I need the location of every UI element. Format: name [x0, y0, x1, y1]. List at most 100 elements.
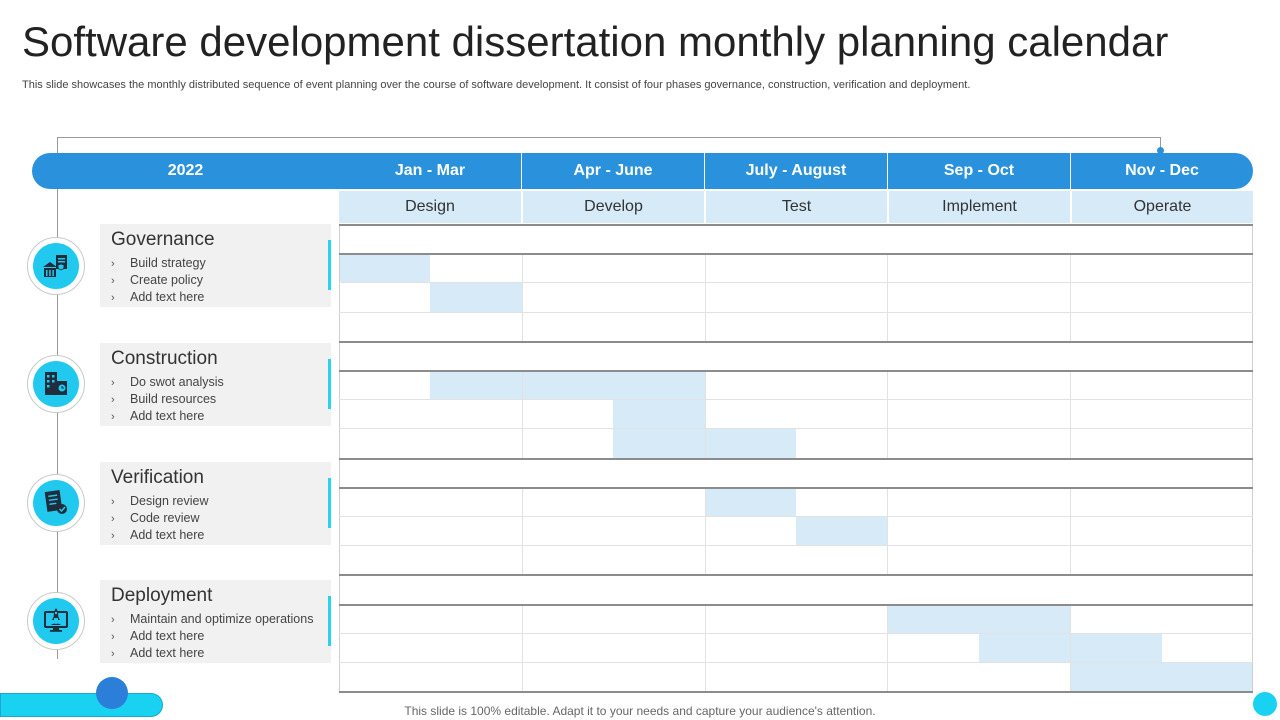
grid-line — [521, 370, 523, 458]
grid-line — [339, 370, 1253, 372]
header-period: Sep - Oct — [887, 153, 1070, 189]
stage-accent — [328, 478, 331, 528]
stage-item: › Build strategy — [111, 256, 206, 270]
schedule-bar — [796, 516, 888, 546]
checked-document-icon — [27, 474, 85, 532]
chevron-right-icon: › — [111, 614, 115, 626]
stage-item: › Code review — [111, 511, 200, 525]
grid-line — [521, 253, 523, 341]
header-period: Jan - Mar — [394, 162, 466, 179]
grid-line — [339, 545, 1253, 547]
stage-title: Deployment — [111, 585, 213, 606]
grid-line — [339, 603, 1253, 606]
schedule-bar — [430, 282, 522, 312]
stage-verification: Verification › Design review › Code review… — [100, 462, 331, 545]
phase-row: Design Develop Test Implement Operate — [339, 191, 1253, 223]
chevron-right-icon: › — [111, 275, 115, 287]
grid-line — [339, 282, 1253, 284]
chevron-right-icon: › — [111, 648, 115, 660]
stage-item: › Add text here — [111, 629, 205, 643]
stage-title: Construction — [111, 348, 218, 369]
header-period: Apr - June — [521, 153, 704, 189]
stage-item: › Design review — [111, 494, 209, 508]
stage-construction: Construction › Do swot analysis › Build re… — [100, 343, 331, 426]
chevron-right-icon: › — [111, 377, 115, 389]
page-title: Software development dissertation monthl… — [22, 18, 1169, 65]
grid-line — [339, 311, 1253, 313]
grid-line — [339, 457, 1253, 460]
chevron-right-icon: › — [111, 258, 115, 270]
decorative-bar — [0, 693, 163, 717]
phase-label: Operate — [1070, 191, 1253, 223]
stage-item: › Do swot analysis — [111, 375, 224, 389]
schedule-bar — [704, 486, 796, 516]
grid-line — [1070, 370, 1072, 458]
phase-label: Implement — [887, 191, 1070, 223]
stage-title: Governance — [111, 229, 215, 250]
grid-line — [704, 253, 706, 341]
page-subtitle: This slide showcases the monthly distrib… — [22, 79, 971, 91]
grid-line — [339, 574, 1253, 577]
grid-line — [887, 486, 889, 575]
stage-deployment: Deployment › Maintain and optimize operat… — [100, 580, 331, 663]
stage-accent — [328, 596, 331, 646]
grid-line — [339, 340, 1253, 343]
grid-line — [1070, 253, 1072, 341]
grid-line — [704, 486, 706, 575]
government-building-icon — [27, 237, 85, 295]
grid-line — [339, 516, 1253, 517]
decorative-dot — [1253, 692, 1277, 716]
chevron-right-icon: › — [111, 496, 115, 508]
rocket-monitor-icon — [27, 592, 85, 650]
stage-item: › Build resources — [111, 392, 217, 406]
grid-line — [339, 428, 1253, 430]
grid-line — [1070, 486, 1072, 575]
schedule-bar — [430, 370, 705, 400]
stage-item: › Create policy — [111, 273, 203, 287]
schedule-grid — [339, 224, 1253, 694]
footer-note: This slide is 100% editable. Adapt it to… — [404, 704, 876, 718]
phase-label: Develop — [521, 191, 704, 223]
schedule-bar — [613, 428, 796, 458]
connector-dot — [1157, 147, 1164, 154]
stage-item: › Add text here — [111, 409, 205, 423]
grid-line — [339, 662, 1253, 663]
schedule-bar — [887, 603, 1071, 633]
stage-item: › Maintain and optimize operations — [111, 612, 314, 626]
chevron-right-icon: › — [111, 530, 115, 542]
header-period: Nov - Dec — [1070, 153, 1253, 189]
stage-accent — [328, 240, 331, 290]
schedule-bar — [613, 399, 705, 429]
connector-line-top — [57, 137, 1161, 138]
grid-line — [1070, 603, 1072, 692]
stage-accent — [328, 359, 331, 409]
office-buildings-icon — [27, 355, 85, 413]
grid-line — [521, 486, 523, 575]
phase-label: Test — [704, 191, 887, 223]
schedule-bar — [339, 253, 431, 283]
chevron-right-icon: › — [111, 292, 115, 304]
stage-item: › Add text here — [111, 528, 205, 542]
header-period: July - August — [704, 153, 887, 189]
stage-title: Verification — [111, 467, 204, 488]
grid-line — [704, 370, 706, 458]
chevron-right-icon: › — [111, 411, 115, 423]
chevron-right-icon: › — [111, 513, 115, 525]
schedule-bar — [1070, 662, 1253, 692]
grid-line — [521, 603, 523, 692]
grid-line — [339, 224, 1253, 226]
stage-item: › Add text here — [111, 646, 205, 660]
grid-line — [887, 370, 889, 458]
calendar-header: 2022 Jan - Mar Apr - June July - August … — [32, 153, 1253, 189]
grid-line — [339, 399, 1253, 401]
grid-line — [887, 603, 889, 692]
grid-line — [339, 253, 1253, 256]
stage-item: › Add text here — [111, 290, 205, 304]
grid-line — [339, 632, 1253, 634]
chevron-right-icon: › — [111, 631, 115, 643]
grid-line — [339, 691, 1253, 694]
stage-governance: Governance › Build strategy › Create polic… — [100, 224, 331, 307]
phase-label: Design — [339, 191, 521, 223]
header-year: 2022 — [167, 162, 204, 179]
decorative-circle — [96, 677, 128, 709]
